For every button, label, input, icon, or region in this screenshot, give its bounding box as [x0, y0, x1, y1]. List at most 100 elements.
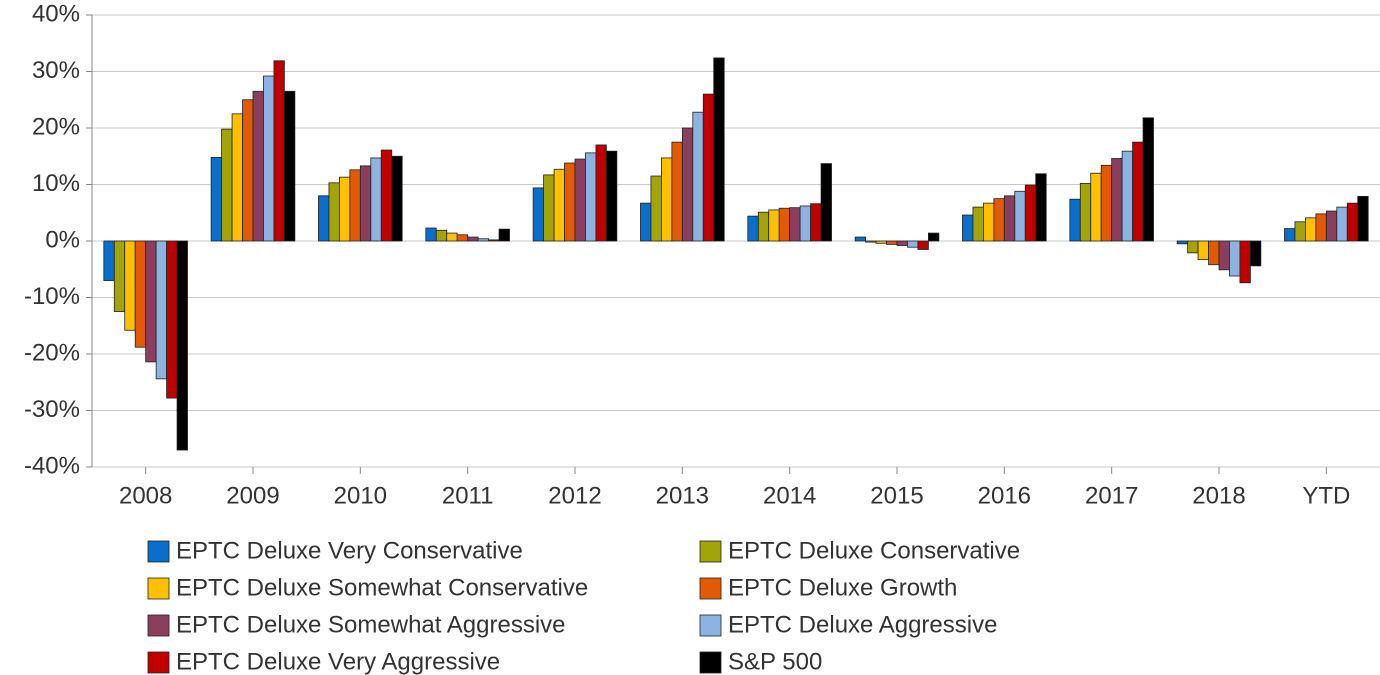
bar [103, 240, 115, 281]
bar [1035, 173, 1047, 242]
legend-label: EPTC Deluxe Somewhat Aggressive [176, 611, 566, 638]
legend-label: EPTC Deluxe Conservative [728, 537, 1020, 564]
bar [1187, 240, 1199, 254]
bar [380, 149, 393, 242]
bar [972, 206, 984, 242]
bar [283, 90, 296, 242]
y-tick-label: 30% [32, 57, 80, 84]
bar [983, 202, 995, 242]
x-tick-label: YTD [1302, 482, 1350, 509]
bar [252, 90, 264, 242]
x-tick-label: 2012 [548, 482, 601, 509]
bar [221, 128, 233, 242]
bar [1239, 240, 1251, 284]
bar [231, 113, 243, 242]
bar [713, 57, 725, 242]
bar [1284, 228, 1296, 242]
bar [907, 240, 919, 248]
bar [1090, 172, 1102, 242]
bar [875, 240, 887, 244]
bar [1305, 217, 1317, 242]
legend-swatch [699, 540, 722, 563]
x-tick-label: 2016 [978, 482, 1031, 509]
y-tick-label: 40% [32, 0, 80, 27]
bar [1249, 240, 1262, 267]
x-tick-label: 2015 [870, 482, 923, 509]
bar [927, 232, 940, 242]
bar [1346, 202, 1359, 242]
bar [435, 229, 448, 242]
bar [768, 209, 780, 242]
bar [349, 169, 361, 242]
bar [574, 158, 586, 242]
y-tick-label: -30% [24, 396, 80, 423]
legend-label: EPTC Deluxe Aggressive [728, 611, 997, 638]
bar [1208, 240, 1220, 266]
legend-swatch [147, 540, 170, 563]
y-tick-label: -10% [24, 283, 80, 310]
legend-label: EPTC Deluxe Somewhat Conservative [176, 574, 588, 601]
bar [993, 198, 1005, 242]
bar [210, 156, 223, 242]
bar [488, 239, 500, 242]
bar [778, 207, 791, 242]
bar [702, 93, 715, 242]
bar [917, 240, 929, 250]
y-tick-label: 0% [45, 226, 80, 253]
y-tick-label: -20% [24, 339, 80, 366]
bar [605, 150, 618, 242]
x-tick-label: 2011 [442, 482, 494, 509]
legend-label: S&P 500 [728, 648, 822, 675]
bar [1014, 190, 1026, 242]
bar [595, 144, 607, 242]
x-tick-label: 2010 [334, 482, 387, 509]
bar [820, 163, 832, 242]
legend-label: EPTC Deluxe Very Aggressive [176, 648, 500, 675]
bar [1100, 164, 1113, 242]
x-tick-label: 2009 [226, 482, 279, 509]
bar [1003, 195, 1016, 242]
bar [176, 240, 188, 451]
bar [799, 205, 811, 242]
bar [134, 240, 147, 348]
x-tick-label: 2018 [1192, 482, 1245, 509]
bar [1024, 184, 1037, 242]
bar [1176, 240, 1189, 245]
bar [456, 234, 469, 242]
bar [155, 240, 167, 380]
bar [113, 240, 126, 313]
legend-swatch [147, 577, 170, 600]
legend-swatch [699, 651, 722, 674]
y-tick-label: -40% [24, 452, 80, 479]
bar [1079, 182, 1092, 242]
bar [391, 155, 403, 242]
bar [1069, 198, 1081, 242]
bar [1142, 117, 1154, 242]
bar [757, 211, 770, 242]
bar [498, 228, 510, 242]
bar [1315, 213, 1327, 242]
legend-swatch [699, 577, 722, 600]
bar [145, 240, 157, 363]
bar [564, 162, 576, 242]
bar [962, 214, 974, 242]
y-tick-label: 20% [32, 113, 80, 140]
bar [810, 203, 822, 242]
bar [865, 240, 877, 243]
legend-swatch [147, 651, 170, 674]
bar [477, 238, 489, 242]
bar [242, 99, 254, 242]
bar [1336, 206, 1348, 242]
bar [318, 195, 330, 242]
bar [532, 187, 545, 242]
bar [747, 215, 759, 242]
bar [339, 176, 351, 242]
bar [543, 174, 555, 242]
bar [273, 60, 285, 242]
bar [1197, 240, 1209, 261]
x-tick-label: 2017 [1085, 482, 1138, 509]
bar [446, 232, 458, 242]
legend-label: EPTC Deluxe Growth [728, 574, 957, 601]
bar [467, 236, 479, 242]
